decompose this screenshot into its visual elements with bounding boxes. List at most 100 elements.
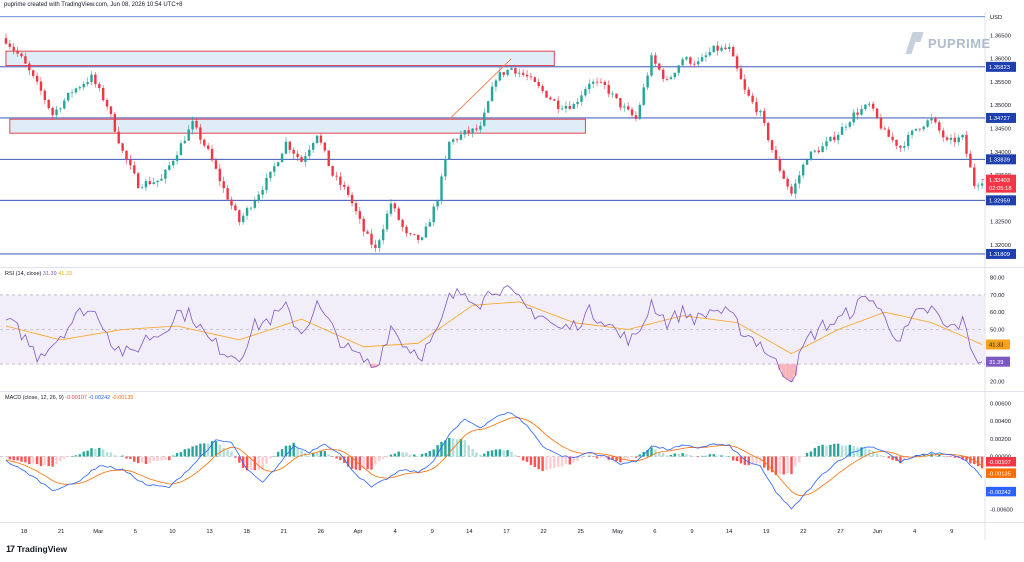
macd-histogram-bar (646, 449, 649, 457)
macd-histogram-bar (739, 456, 743, 464)
macd-histogram-bar (323, 451, 327, 457)
candle-body (39, 81, 43, 91)
candle-body (704, 55, 708, 58)
candle-body (63, 100, 66, 109)
macd-histogram-bar (502, 450, 505, 457)
grid-layer (0, 12, 1024, 540)
rsi-tick-label: 60.00 (990, 310, 1005, 316)
macd-histogram-bar (630, 456, 634, 458)
price-candles (4, 33, 985, 253)
macd-histogram-bar (708, 454, 712, 457)
candle-body (864, 104, 867, 109)
candle-body (199, 127, 202, 140)
candle-body (669, 77, 673, 80)
macd-histogram-bar (856, 447, 859, 457)
candle-body (595, 81, 599, 83)
candle-body (210, 148, 214, 161)
trend-line (448, 58, 512, 120)
price-labels-layer: 1.35823 1.34727 1.33839 1.32959 1.31809 1.334… (986, 61, 1016, 497)
candle-body (183, 140, 187, 144)
candle-body (195, 120, 198, 128)
candle-body (292, 149, 295, 154)
price-tick-label: 1.34500 (990, 127, 1011, 133)
macd-line-value: -0.00242 (88, 395, 111, 401)
macd-histogram-bar (51, 456, 54, 467)
candle-body (12, 46, 15, 51)
candle-body (611, 93, 614, 95)
macd-histogram-bar (572, 456, 575, 463)
candle-body (148, 181, 152, 185)
candle-body (413, 234, 416, 235)
candle-body (938, 122, 941, 131)
macd-histogram-bar (817, 445, 820, 457)
level-price-tag-text: 1.32959 (989, 199, 1010, 205)
macd-histogram-bar (669, 454, 673, 457)
candle-body (560, 108, 564, 110)
macd-histogram-bar (731, 456, 735, 461)
last-price-tag (986, 174, 1016, 193)
time-tick-label: 9 (431, 529, 434, 535)
candle-body (393, 203, 397, 209)
macd-histogram-bar (82, 451, 85, 457)
rsi-value-tag-text: 31.39 (989, 360, 1004, 366)
macd-histogram-bar (152, 456, 155, 462)
candle-body (459, 134, 463, 140)
candle-body (720, 47, 723, 51)
candle-body (766, 122, 770, 141)
macd-histogram-bar (125, 456, 128, 459)
macd-histogram-bar (203, 443, 206, 457)
macd-histogram-bar (451, 438, 455, 457)
macd-histogram-bar (801, 456, 805, 457)
macd-histogram-bar (261, 456, 264, 470)
macd-histogram-bar (825, 445, 828, 457)
candle-body (8, 43, 12, 47)
macd-histogram-bar (658, 452, 661, 457)
candle-body (494, 80, 498, 87)
candle-body (774, 149, 778, 160)
macd-legend[interactable]: MACD (close, 12, 26, 9) -0.00107 -0.0024… (5, 395, 133, 401)
candle-body (463, 130, 467, 135)
level-price-tag-text: 1.35823 (989, 65, 1010, 71)
macd-histogram-bar (339, 456, 342, 461)
candle-body (444, 159, 447, 177)
macd-histogram-bar (941, 456, 945, 457)
macd-histogram-bar (619, 456, 622, 463)
macd-histogram-bar (436, 445, 439, 457)
candle-body (529, 76, 533, 78)
price-tick-label: 1.32000 (990, 243, 1011, 249)
time-tick-label: 26 (318, 529, 324, 535)
candle-body (588, 83, 591, 90)
candle-body (486, 101, 490, 113)
macd-histogram-bar (747, 456, 750, 466)
zones-layer (0, 16, 985, 255)
macd-histogram-bar (879, 455, 883, 457)
candle-body (90, 74, 93, 83)
candle-body (728, 46, 731, 50)
candle-body (518, 72, 521, 74)
candle-body (125, 150, 128, 160)
macd-histogram-bar (101, 449, 105, 457)
candle-body (945, 137, 949, 140)
macd-histogram-bar (70, 456, 74, 457)
price-axis-currency: USD (990, 15, 1002, 21)
tradingview-logo[interactable]: 17 TradingView (6, 544, 67, 554)
macd-histogram-bar (296, 447, 299, 457)
rsi-oversold-fill (785, 364, 790, 380)
macd-histogram-bar (144, 456, 148, 464)
candle-body (658, 63, 661, 70)
rsi-legend[interactable]: RSI (14, close) 31.39 41.33 (5, 271, 72, 277)
candle-body (514, 68, 517, 74)
macd-histogram-bar (440, 441, 443, 457)
macd-histogram-bar (673, 453, 677, 457)
candle-body (94, 74, 97, 85)
candle-body (78, 87, 82, 89)
macd-histogram-bar (969, 456, 972, 464)
macd-histogram-bar (66, 456, 70, 457)
macd-histogram-bar (848, 444, 852, 457)
rsi-tick-label: 70.00 (990, 293, 1005, 299)
macd-histogram-bar (553, 456, 556, 468)
macd-value-tag (986, 486, 1016, 497)
macd-histogram-bar (350, 456, 354, 469)
macd-histogram-bar (595, 456, 599, 459)
